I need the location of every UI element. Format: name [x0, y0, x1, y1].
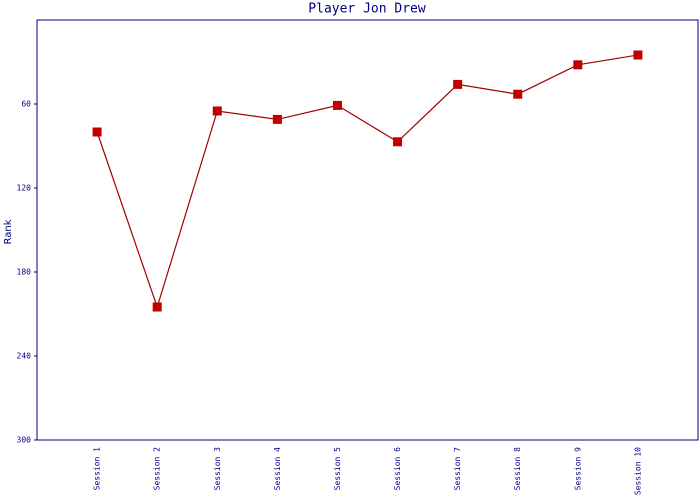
point-marker [212, 106, 222, 116]
y-tick-label: 240 [17, 352, 32, 361]
point-marker [513, 89, 523, 99]
x-tick-label: Session 1 [93, 447, 102, 491]
chart-title: Player Jon Drew [308, 2, 426, 17]
y-axis-label: Rank [3, 219, 14, 244]
y-tick-label: 300 [17, 436, 32, 445]
x-tick-label: Session 10 [633, 447, 642, 495]
x-tick-label: Session 6 [393, 447, 402, 491]
x-tick-label: Session 8 [513, 447, 522, 491]
point-marker [92, 127, 102, 137]
plot-frame [36, 19, 699, 441]
x-tick-label: Session 3 [213, 447, 222, 491]
point-marker [633, 50, 643, 60]
point-marker [453, 79, 463, 89]
y-tick-label: 180 [17, 268, 32, 277]
y-tick-label: 120 [17, 184, 32, 193]
series-line [96, 54, 639, 309]
x-tick-label: Session 9 [573, 447, 582, 491]
x-tick-label: Session 4 [273, 447, 282, 491]
x-tick-label: Session 2 [153, 447, 162, 491]
point-marker [332, 100, 342, 110]
point-marker [272, 114, 282, 124]
x-tick-label: Session 5 [333, 447, 342, 491]
point-marker [393, 137, 403, 147]
point-marker [573, 60, 583, 70]
point-marker [152, 302, 162, 312]
x-tick-label: Session 7 [453, 447, 462, 491]
y-tick-label: 60 [21, 100, 31, 109]
